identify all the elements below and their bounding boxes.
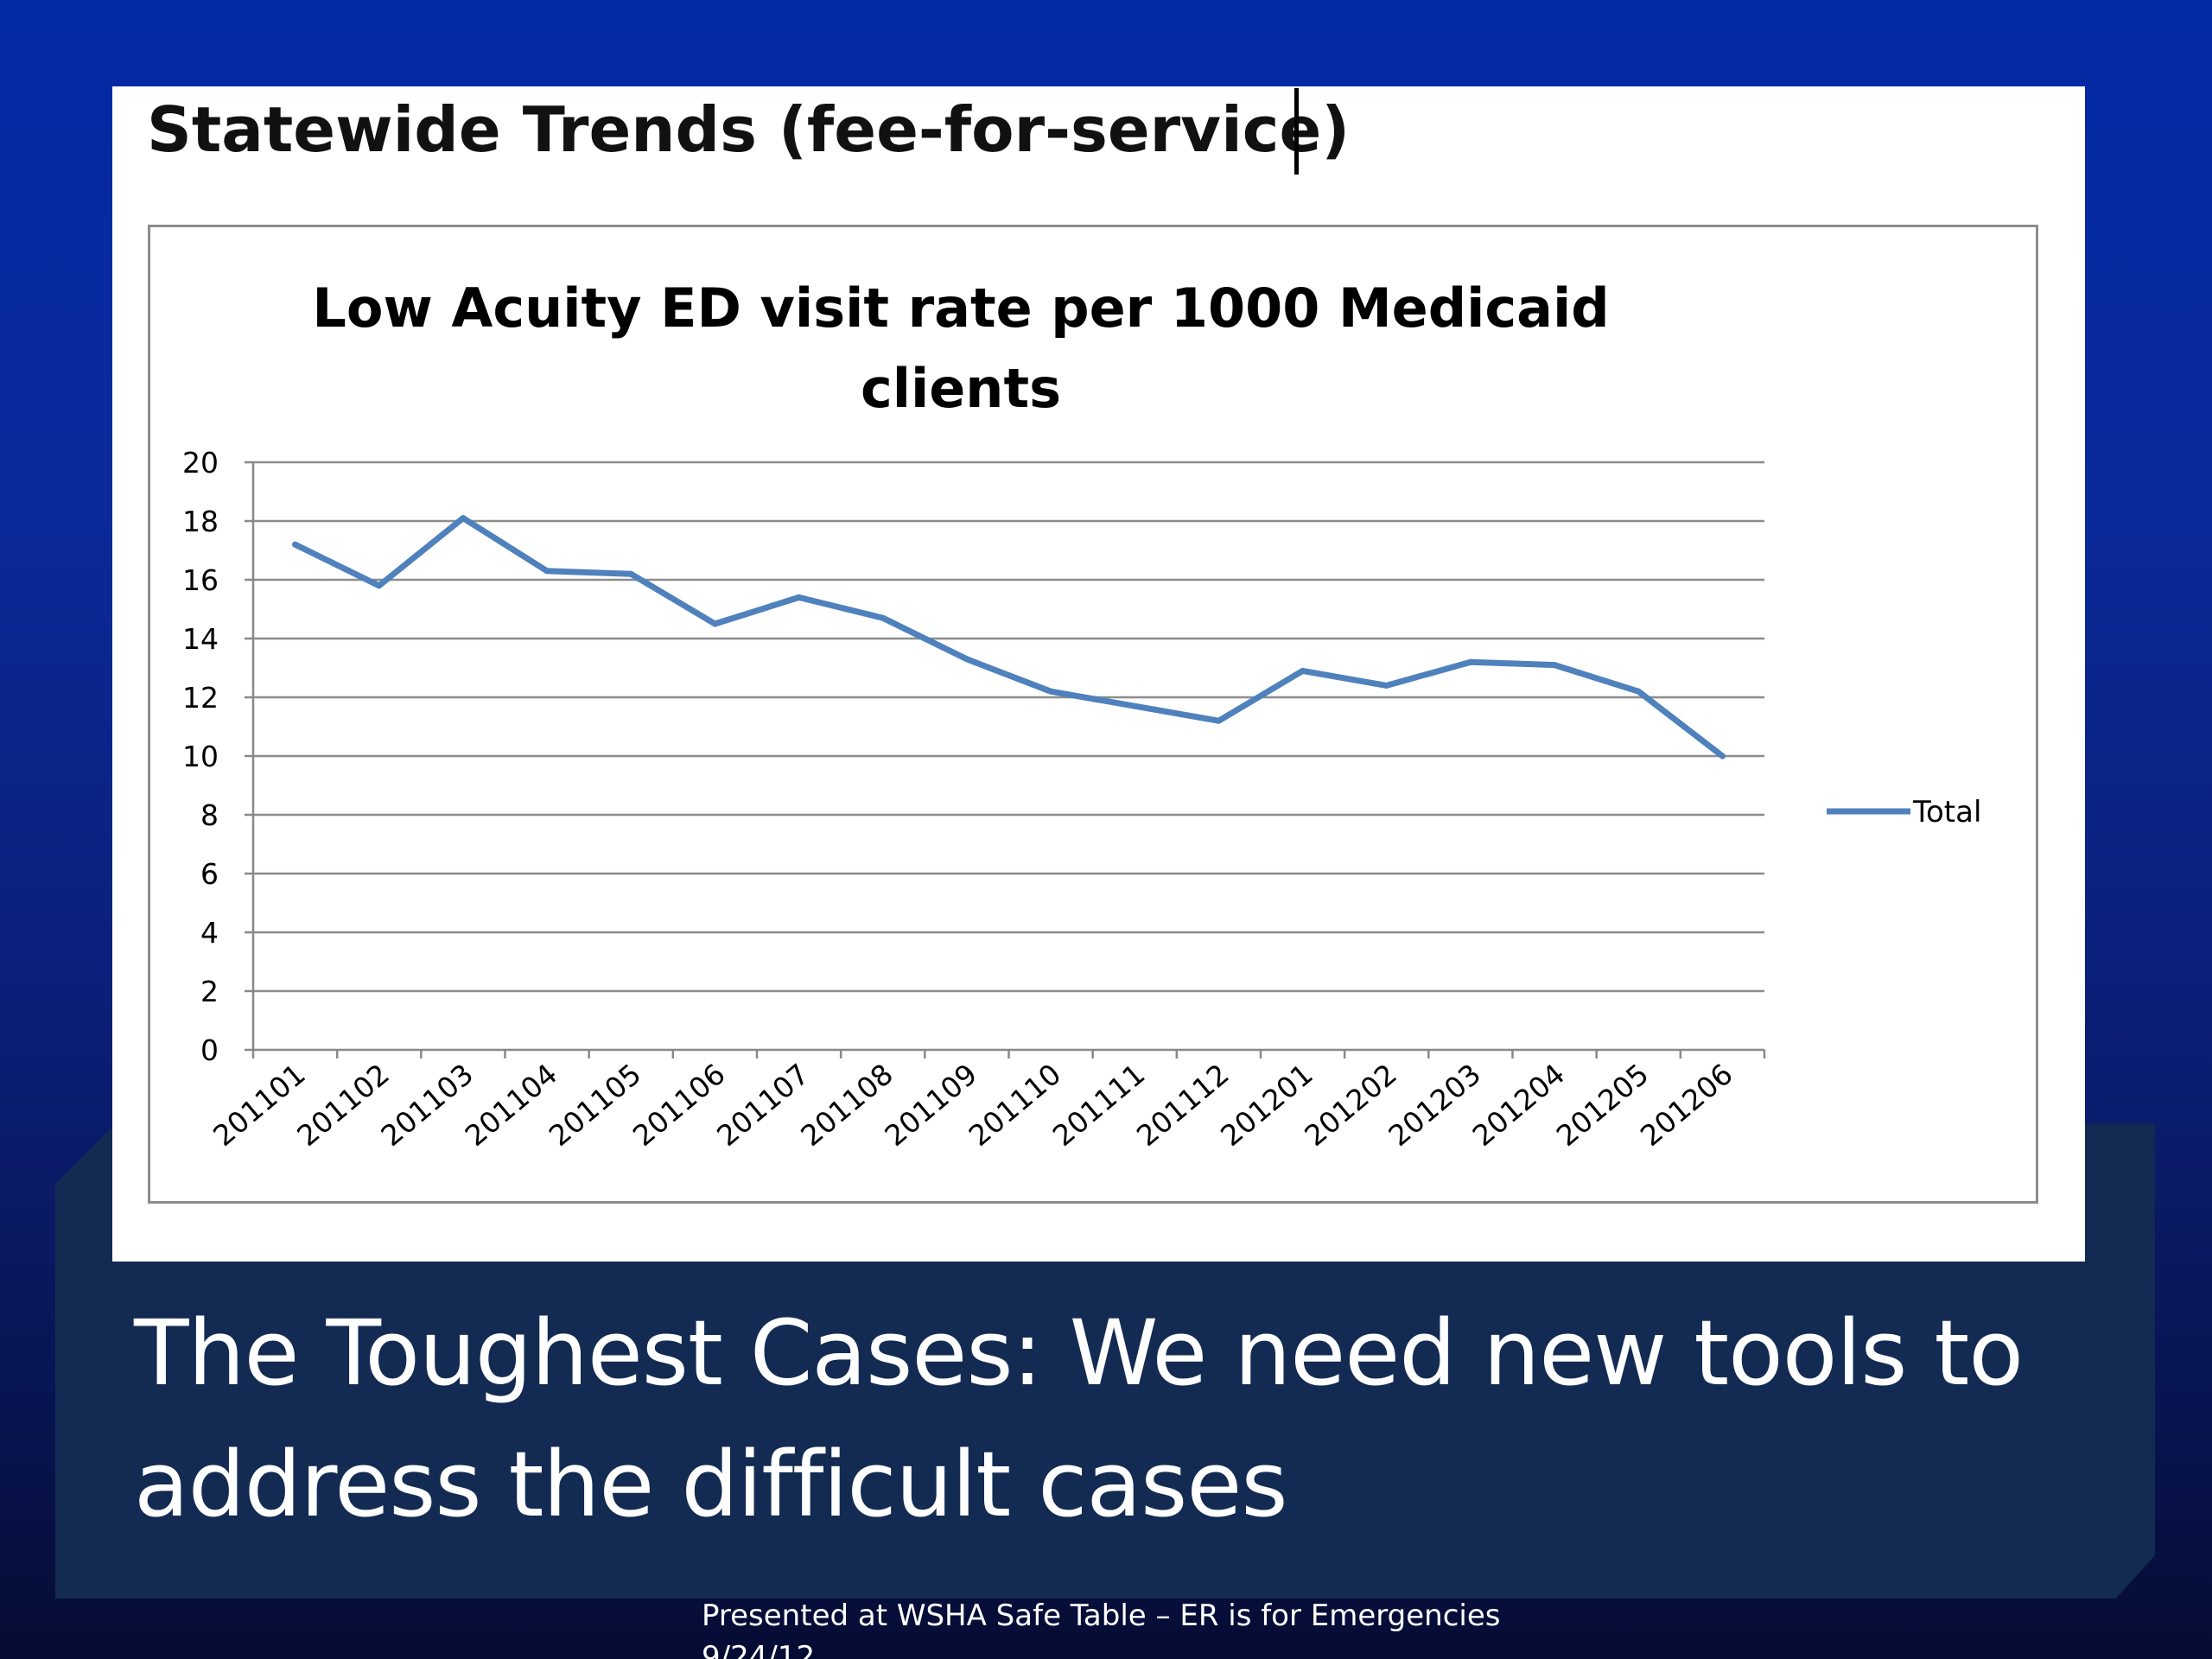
data-point [796, 594, 803, 601]
x-tick-label: 201205 [1550, 1057, 1656, 1153]
chart-frame: Low Acuity ED visit rate per 1000 Medica… [148, 225, 2038, 1204]
data-point [711, 620, 718, 627]
data-point [1131, 702, 1138, 709]
legend-label: Total [1912, 795, 1981, 830]
banner-caption: The Toughest Cases: We need new tools to… [134, 1287, 2121, 1550]
y-tick-label: 12 [182, 681, 219, 715]
data-point [292, 541, 299, 548]
x-tick-label: 201204 [1466, 1057, 1572, 1153]
y-tick-label: 2 [200, 975, 219, 1008]
x-tick-label: 201202 [1298, 1057, 1403, 1153]
footer-line-1: Presented at WSHA Safe Table – ER is for… [702, 1599, 1501, 1633]
data-point [1300, 667, 1306, 674]
x-tick-label: 201107 [710, 1057, 816, 1153]
y-tick-label: 14 [182, 622, 219, 656]
y-tick-label: 4 [200, 916, 219, 950]
series-lines [292, 515, 1726, 760]
x-tick-label: 201106 [626, 1057, 732, 1153]
y-tick-label: 18 [182, 505, 219, 538]
banner-line-2: address the difficult cases [134, 1432, 1288, 1537]
data-point [1215, 717, 1222, 724]
x-tick-label: 201203 [1382, 1057, 1487, 1153]
data-point [963, 656, 970, 663]
footer-note: Presented at WSHA Safe Table – ER is for… [702, 1595, 1738, 1659]
chart-title-line-1: Low Acuity ED visit rate per 1000 Medica… [312, 276, 1609, 340]
x-tick-label: 201201 [1214, 1057, 1319, 1153]
data-point [543, 568, 550, 575]
data-point [376, 582, 383, 589]
data-point [627, 570, 634, 577]
x-tick-label: 201108 [794, 1057, 899, 1153]
data-point [460, 515, 467, 522]
y-tick-label: 8 [200, 798, 219, 832]
data-point [1467, 658, 1474, 665]
banner-line-1: The Toughest Cases: We need new tools to [134, 1300, 2024, 1406]
text-cursor [1294, 88, 1299, 175]
x-tick-label: 201109 [878, 1057, 983, 1153]
line-chart: Low Acuity ED visit rate per 1000 Medica… [182, 276, 1981, 1153]
legend: Total [1827, 795, 1981, 830]
x-tick-label: 201105 [543, 1057, 648, 1153]
x-tick-label: 201104 [459, 1057, 564, 1153]
x-tick-label: 201102 [290, 1057, 396, 1153]
y-tick-label: 16 [182, 563, 219, 597]
x-tick-label: 201206 [1634, 1057, 1739, 1153]
y-tick-label: 20 [182, 446, 219, 480]
data-point [1551, 662, 1558, 669]
x-tick-label: 201112 [1130, 1057, 1236, 1153]
data-point [1719, 753, 1726, 760]
y-tick-label: 0 [200, 1033, 219, 1067]
y-tick-label: 10 [182, 740, 219, 773]
x-tick-label: 201101 [207, 1057, 312, 1153]
x-tick-label: 201110 [963, 1057, 1068, 1153]
data-point [880, 614, 887, 621]
gridlines [253, 461, 1764, 1052]
footer-line-2: 9/24/12 [702, 1640, 816, 1659]
data-point [1383, 682, 1390, 689]
slide-heading: Statewide Trends (fee-for-service) [147, 93, 1351, 166]
data-point [1047, 688, 1054, 695]
x-tick-label: 201103 [374, 1057, 480, 1153]
chart-title-line-2: clients [861, 357, 1061, 420]
data-point [1635, 688, 1642, 695]
x-tick-label: 201111 [1046, 1057, 1152, 1153]
y-axis: 0 2 4 6 8 10 12 14 16 18 20 [182, 446, 255, 1067]
y-tick-label: 6 [200, 857, 219, 891]
series-line-total [292, 515, 1726, 760]
x-axis: 2011012011022011032011042011052011062011… [207, 1050, 1766, 1153]
